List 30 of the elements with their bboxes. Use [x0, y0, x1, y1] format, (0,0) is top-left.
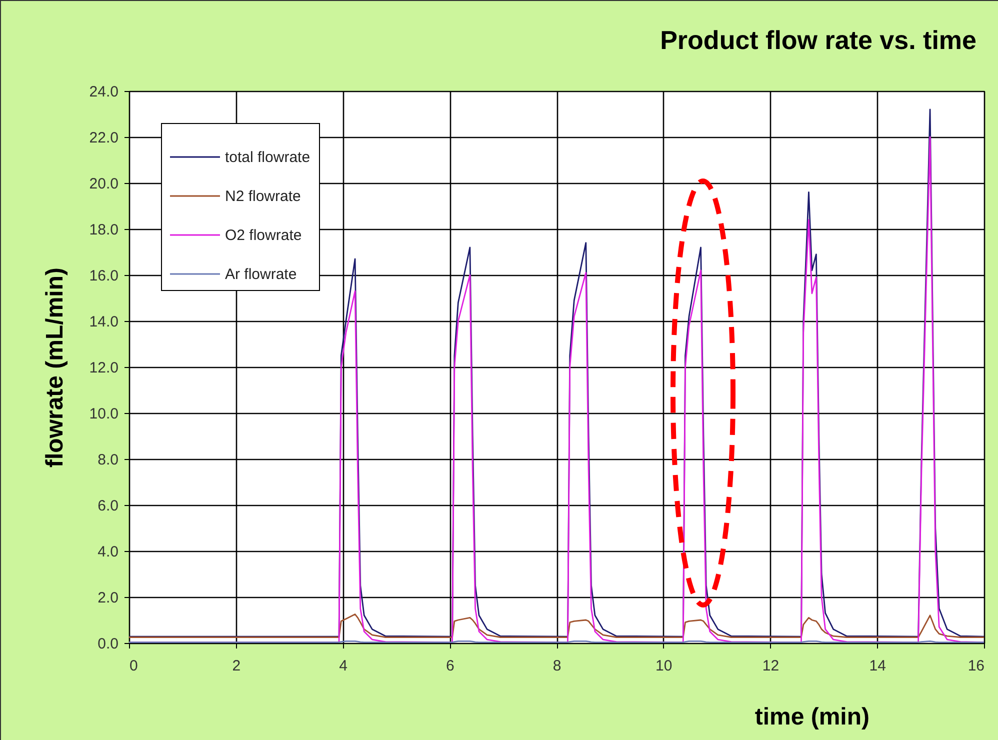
x-axis-title: time (min): [754, 704, 870, 730]
y-tick-label: 20.0: [89, 176, 118, 192]
y-tick-label: 12.0: [89, 360, 118, 376]
y-tick-label: 0.0: [98, 636, 118, 652]
legend-label: Ar flowrate: [225, 266, 297, 283]
x-tick-label: 6: [446, 658, 454, 674]
line-series: [129, 614, 984, 638]
y-tick-label: 4.0: [98, 544, 118, 560]
y-tick-label: 22.0: [89, 130, 118, 146]
legend-label: N2 flowrate: [225, 188, 301, 205]
x-tick-label: 16: [968, 658, 984, 674]
x-tick-label: 12: [762, 658, 780, 674]
x-tick-label: 2: [232, 658, 241, 674]
y-tick-label: 24.0: [89, 84, 118, 100]
legend-label: O2 flowrate: [225, 227, 302, 244]
chart-title: Product flow rate vs. time: [660, 25, 976, 55]
x-tick-label: 8: [552, 658, 562, 674]
y-tick-label: 16.0: [89, 268, 118, 284]
y-tick-label: 2.0: [98, 590, 118, 606]
legend-label: total flowrate: [225, 149, 310, 166]
y-tick-label: 18.0: [89, 222, 118, 238]
y-tick-label: 8.0: [98, 452, 118, 468]
y-tick-label: 6.0: [98, 498, 118, 514]
x-tick-label: 0: [130, 658, 138, 674]
y-tick-label: 14.0: [89, 314, 118, 330]
x-tick-label: 4: [339, 658, 348, 674]
x-tick-label: 10: [656, 658, 672, 674]
y-tick-label: 10.0: [89, 406, 118, 422]
x-tick-label: 14: [869, 658, 886, 674]
y-axis-title: flowrate (mL/min): [41, 267, 68, 468]
